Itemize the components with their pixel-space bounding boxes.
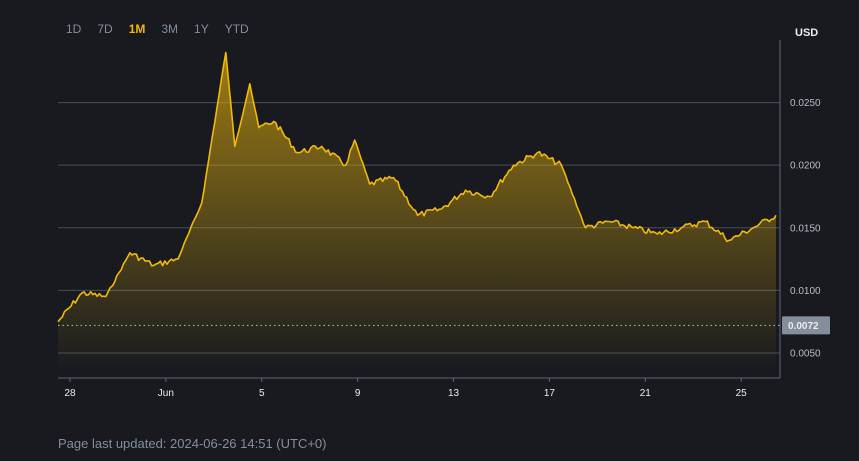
y-tick-label: 0.0100 (790, 286, 821, 297)
x-tick-label: 21 (640, 388, 652, 399)
axes (58, 40, 781, 382)
tick-labels: 0.0050 0.0100 0.0150 0.0200 0.0250 28 Jun 5 9 13 1… (64, 98, 830, 399)
price-line (57, 51, 777, 323)
x-tick-label: 5 (259, 388, 265, 399)
current-price-label: 0.0072 (788, 321, 819, 332)
range-tab-1d[interactable]: 1D (66, 22, 82, 36)
x-tick-label: 13 (448, 388, 460, 399)
price-area (58, 52, 776, 372)
range-tab-3m[interactable]: 3M (161, 22, 179, 36)
last-updated-text: Page last updated: 2024-06-26 14:51 (UTC… (58, 436, 327, 451)
range-tabs: 1D 7D 1M 3M 1Y YTD (58, 20, 257, 38)
range-tab-1m[interactable]: 1M (128, 22, 146, 36)
current-price-tag (782, 316, 830, 335)
x-tick-label: 28 (64, 388, 76, 399)
y-tick-label: 0.0250 (790, 98, 821, 109)
x-tick-label: 9 (355, 388, 361, 399)
y-tick-label: 0.0050 (790, 348, 821, 359)
x-tick-label: 17 (544, 388, 556, 399)
range-tab-ytd[interactable]: YTD (224, 22, 249, 36)
y-tick-label: 0.0150 (790, 223, 821, 234)
currency-label: USD (795, 27, 819, 39)
range-tab-7d[interactable]: 7D (97, 22, 113, 36)
range-tab-1y[interactable]: 1Y (194, 22, 209, 36)
y-tick-label: 0.0200 (790, 161, 821, 172)
x-tick-label: Jun (158, 388, 174, 399)
series-layer (57, 51, 780, 372)
x-tick-label: 25 (736, 388, 748, 399)
